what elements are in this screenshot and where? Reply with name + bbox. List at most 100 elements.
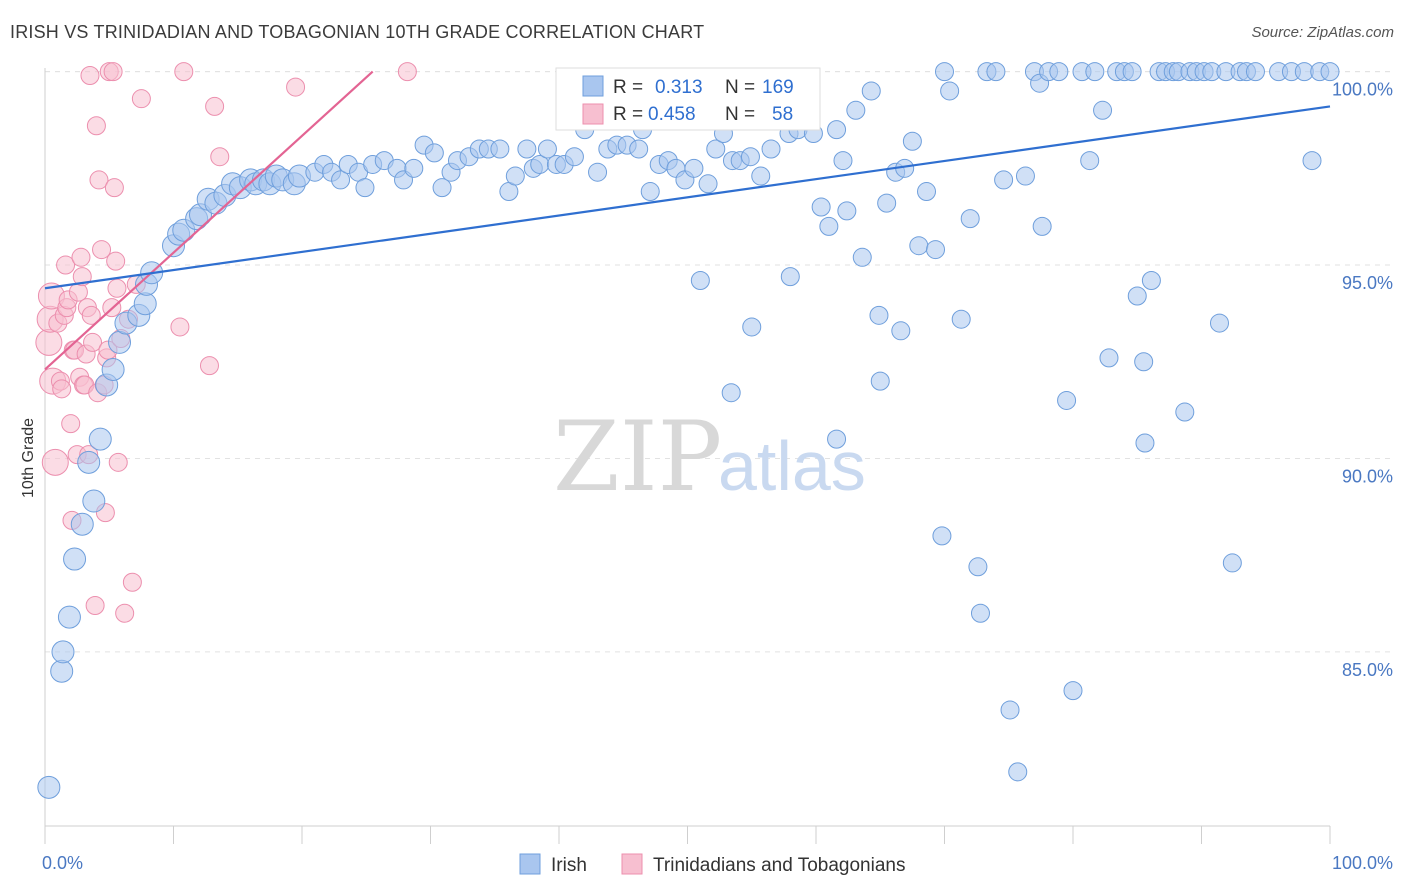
tt-point (35, 328, 63, 356)
legend-irish-swatch (519, 853, 541, 875)
tt-point (199, 356, 219, 376)
tt-point (52, 379, 72, 399)
x-tick-max: 100.0% (1332, 853, 1393, 873)
tt-point (106, 251, 126, 271)
tt-trend-line (44, 70, 374, 371)
tt-r-label: R = (613, 104, 643, 125)
irish-point (1175, 402, 1195, 422)
irish-point (986, 62, 1006, 82)
irish-r-value: 0.313 (655, 77, 703, 98)
y-tick-label: 90.0% (1342, 466, 1393, 486)
stats-legend: R = 0.313 N = 169 R = 0.458 N = 58 (555, 67, 821, 131)
tt-point (174, 62, 194, 82)
irish-point (432, 178, 452, 198)
irish-point (1302, 151, 1322, 171)
series-trinidadians-points (35, 62, 417, 623)
irish-point (77, 450, 101, 474)
y-tick-label: 85.0% (1342, 660, 1393, 680)
irish-point (837, 201, 857, 221)
irish-point (970, 603, 990, 623)
irish-point (537, 139, 557, 159)
tt-point (71, 247, 91, 267)
tt-point (286, 77, 306, 97)
y-tick-label: 100.0% (1332, 80, 1393, 100)
irish-point (960, 209, 980, 229)
irish-point (706, 139, 726, 159)
irish-point (424, 143, 444, 163)
irish-point (63, 547, 87, 571)
irish-point (51, 640, 75, 664)
irish-point (490, 139, 510, 159)
irish-point (761, 139, 781, 159)
tt-point (86, 116, 106, 136)
irish-point (70, 512, 94, 536)
irish-point (869, 305, 889, 325)
y-tick-label: 95.0% (1342, 273, 1393, 293)
legend-tt-swatch (621, 853, 643, 875)
irish-point (926, 240, 946, 260)
irish-point (629, 139, 649, 159)
irish-point (1134, 352, 1154, 372)
tt-point (107, 278, 127, 298)
tt-point (103, 62, 123, 82)
tt-point (80, 65, 100, 85)
legend-tt-label: Trinidadians and Tobagonians (653, 855, 905, 876)
irish-n-label: N = (725, 77, 755, 98)
series-irish-points (37, 62, 1340, 799)
tt-point (85, 595, 105, 615)
irish-point (1000, 700, 1020, 720)
source-label: Source: ZipAtlas.com (1251, 24, 1394, 41)
irish-point (935, 62, 954, 82)
irish-point (1049, 62, 1069, 82)
irish-point (902, 131, 922, 151)
irish-point (640, 182, 660, 202)
irish-swatch (582, 75, 604, 97)
irish-point (811, 197, 831, 217)
irish-point (932, 526, 952, 546)
irish-point (909, 236, 929, 256)
irish-point (1085, 62, 1105, 82)
tt-swatch (582, 103, 604, 125)
irish-point (1093, 100, 1113, 120)
irish-point (994, 170, 1014, 190)
irish-point (1032, 216, 1052, 236)
irish-point (698, 174, 718, 194)
tt-n-label: N = (725, 104, 755, 125)
irish-r-label: R = (613, 77, 643, 98)
irish-point (827, 429, 847, 449)
irish-point (861, 81, 881, 101)
y-tick-labels: 85.0% 90.0% 95.0% 100.0% (1332, 80, 1393, 680)
irish-point (721, 383, 741, 403)
irish-point (846, 100, 866, 120)
irish-point (82, 489, 106, 513)
irish-point (1127, 286, 1147, 306)
irish-point (852, 247, 872, 267)
irish-point (917, 182, 937, 202)
irish-point (404, 158, 424, 178)
irish-point (1122, 62, 1142, 82)
tt-point (397, 62, 417, 82)
irish-point (1057, 390, 1077, 410)
tt-point (83, 332, 103, 352)
tt-point (131, 89, 151, 109)
legend-irish-label: Irish (551, 855, 587, 876)
chart-title: IRISH VS TRINIDADIAN AND TOBAGONIAN 10TH… (10, 22, 705, 42)
irish-point (684, 158, 704, 178)
irish-point (505, 166, 525, 186)
irish-point (564, 147, 584, 167)
irish-point (940, 81, 960, 101)
tt-point (41, 448, 69, 476)
tt-point (56, 255, 76, 275)
irish-point (1222, 553, 1242, 573)
irish-point (1141, 271, 1161, 291)
x-tick-min: 0.0% (42, 853, 83, 873)
irish-point (1080, 151, 1100, 171)
watermark: ZIP atlas (553, 401, 866, 513)
tt-n-value: 58 (772, 104, 793, 125)
irish-point (751, 166, 771, 186)
trend-lines (44, 70, 1331, 371)
irish-point (1209, 313, 1229, 333)
tt-point (72, 267, 92, 287)
tt-point (170, 317, 190, 337)
